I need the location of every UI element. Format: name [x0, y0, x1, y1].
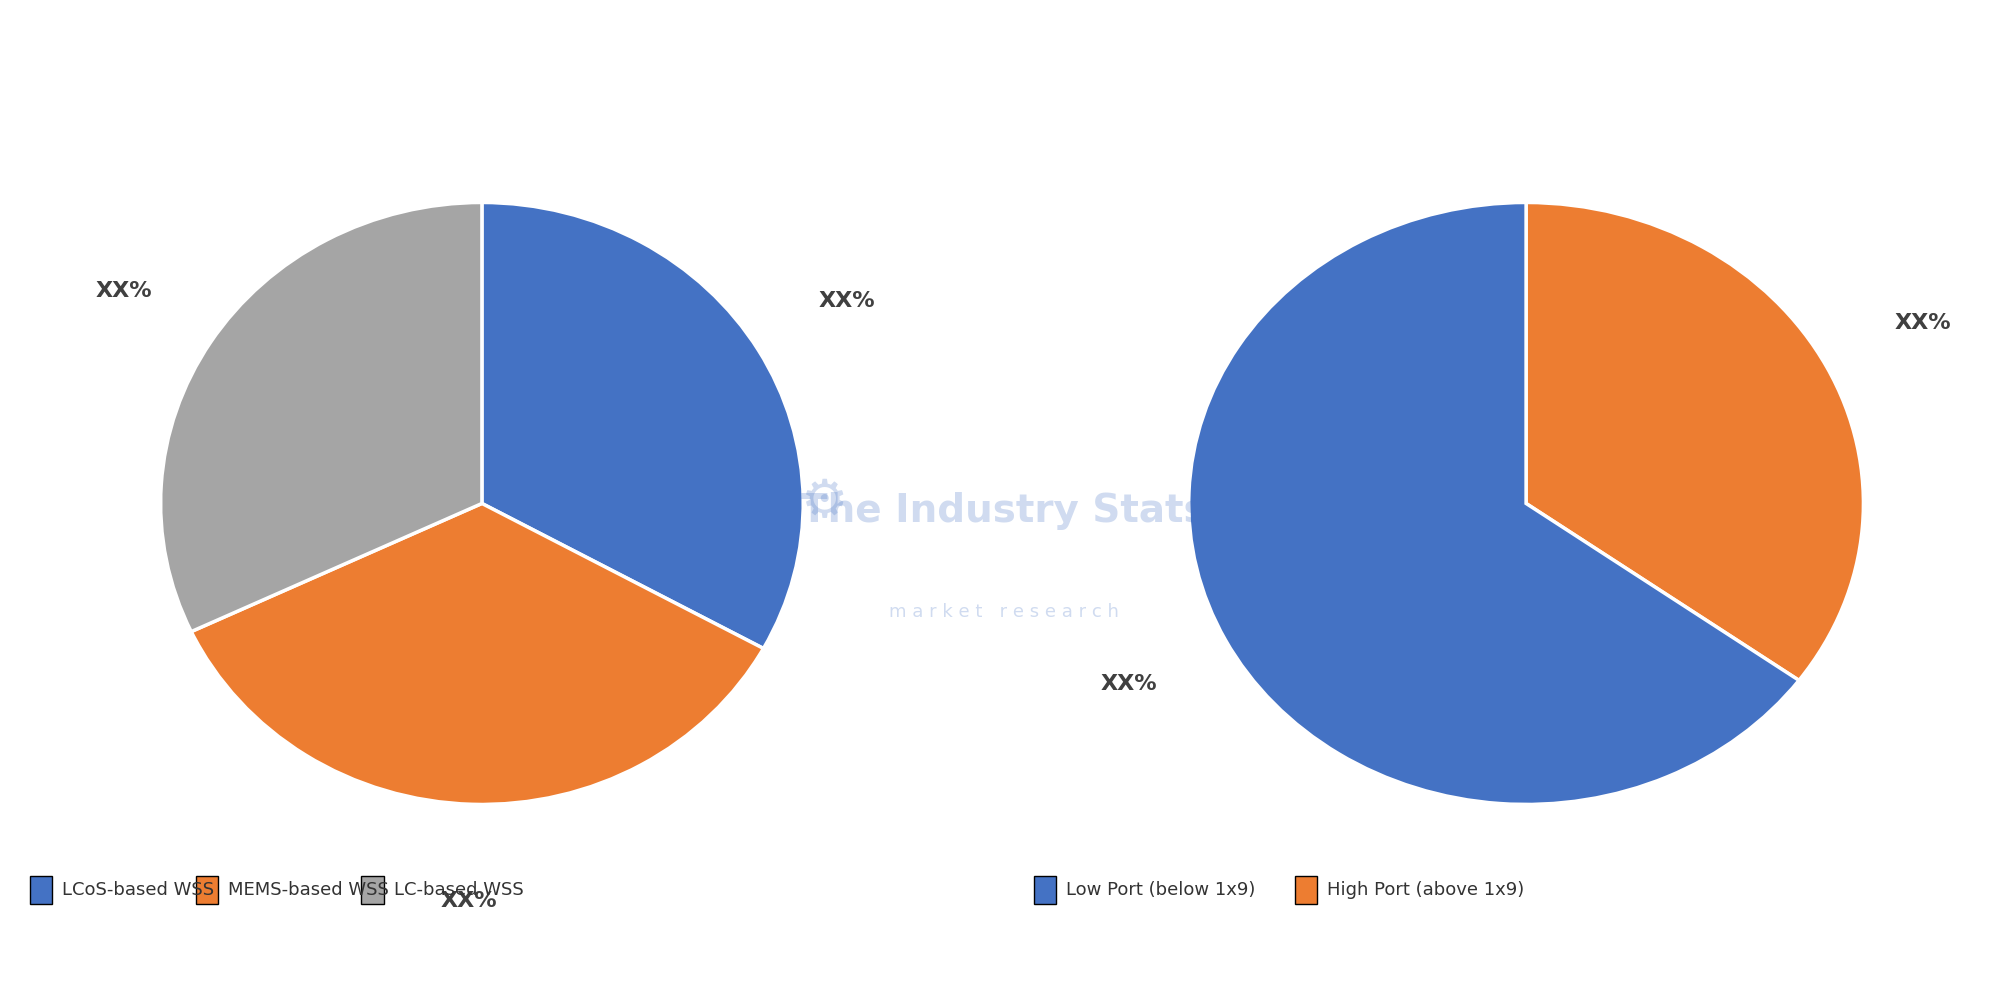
Wedge shape [1525, 203, 1862, 680]
Text: XX%: XX% [440, 891, 496, 911]
Wedge shape [482, 203, 803, 648]
Text: Website: www.theindustrystats.com: Website: www.theindustrystats.com [1425, 947, 1766, 966]
Text: XX%: XX% [96, 280, 153, 300]
Wedge shape [1188, 203, 1798, 804]
Text: XX%: XX% [1100, 674, 1158, 694]
Text: m a r k e t   r e s e a r c h: m a r k e t r e s e a r c h [889, 603, 1118, 621]
Text: MEMS-based WSS: MEMS-based WSS [229, 881, 389, 899]
Text: The Industry Stats: The Industry Stats [801, 492, 1206, 530]
Text: Low Port (below 1x9): Low Port (below 1x9) [1066, 881, 1254, 899]
Text: LC-based WSS: LC-based WSS [393, 881, 524, 899]
FancyBboxPatch shape [1034, 876, 1056, 904]
Wedge shape [161, 203, 482, 631]
Text: Source: Theindustrystats Analysis: Source: Theindustrystats Analysis [20, 947, 339, 966]
Text: Fig. Global Wavelength Selective Switch (WSS) Market Share by Product Types & Ap: Fig. Global Wavelength Selective Switch … [24, 43, 1262, 67]
Text: XX%: XX% [819, 291, 875, 311]
Text: Email: sales@theindustrystats.com: Email: sales@theindustrystats.com [733, 947, 1062, 966]
FancyBboxPatch shape [30, 876, 52, 904]
Text: LCoS-based WSS: LCoS-based WSS [62, 881, 215, 899]
Text: High Port (above 1x9): High Port (above 1x9) [1327, 881, 1523, 899]
FancyBboxPatch shape [1295, 876, 1317, 904]
Text: XX%: XX% [1893, 313, 1951, 333]
Wedge shape [191, 503, 763, 804]
Text: ⚙: ⚙ [801, 476, 847, 528]
FancyBboxPatch shape [197, 876, 217, 904]
FancyBboxPatch shape [361, 876, 383, 904]
